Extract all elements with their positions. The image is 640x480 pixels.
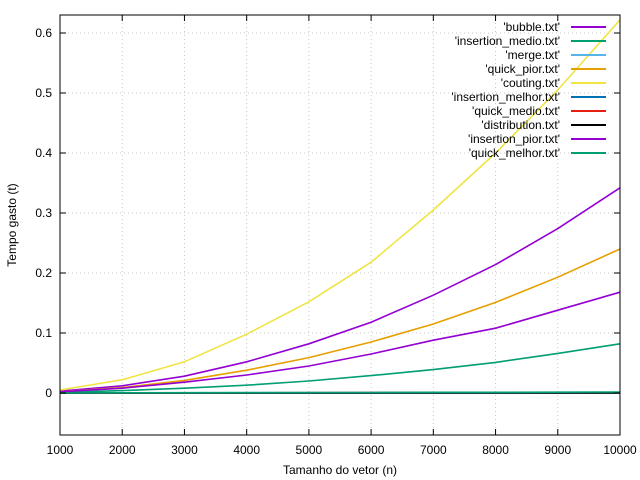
x-tick-label: 8000	[482, 443, 509, 457]
series-line	[59, 343, 621, 394]
y-tick-label: 0.1	[35, 326, 52, 340]
x-tick-label: 6000	[358, 443, 385, 457]
axis-ticks: 1000 2000 3000 4000 5000 6000 7000 8000 9000 1000…	[35, 15, 637, 457]
x-tick-label: 4000	[233, 443, 260, 457]
legend-label: 'couting.txt'	[501, 76, 560, 90]
legend-label: 'insertion_medio.txt'	[455, 34, 560, 48]
series-line	[59, 391, 621, 394]
plot-border	[59, 14, 621, 436]
y-tick-label: 0.2	[35, 266, 52, 280]
y-tick-label: 0.6	[35, 26, 52, 40]
y-tick-label: 0	[45, 386, 52, 400]
series-line	[59, 248, 621, 393]
series-line	[59, 19, 621, 391]
series-lines	[59, 19, 621, 394]
series-line	[59, 187, 621, 392]
y-tick-label: 0.5	[35, 86, 52, 100]
x-tick-label: 2000	[109, 443, 136, 457]
legend-label: 'bubble.txt'	[503, 20, 560, 34]
y-tick-label: 0.3	[35, 206, 52, 220]
legend: 'bubble.txt''insertion_medio.txt''merge.…	[451, 20, 606, 160]
y-axis-title: Tempo gasto (t)	[5, 183, 19, 266]
legend-label: 'quick_melhor.txt'	[469, 146, 560, 160]
legend-label: 'quick_pior.txt'	[485, 62, 560, 76]
legend-label: 'quick_medio.txt'	[472, 104, 560, 118]
x-tick-label: 7000	[420, 443, 447, 457]
x-tick-label: 9000	[544, 443, 571, 457]
legend-label: 'distribution.txt'	[481, 118, 560, 132]
legend-label: 'insertion_pior.txt'	[468, 132, 560, 146]
x-tick-label: 1000	[47, 443, 74, 457]
x-tick-label: 3000	[171, 443, 198, 457]
x-axis-title: Tamanho do vetor (n)	[283, 463, 397, 477]
y-tick-label: 0.4	[35, 146, 52, 160]
x-tick-label: 5000	[296, 443, 323, 457]
x-tick-label: 10000	[603, 443, 637, 457]
series-line	[59, 291, 621, 393]
legend-label: 'merge.txt'	[505, 48, 560, 62]
legend-label: 'insertion_melhor.txt'	[451, 90, 560, 104]
